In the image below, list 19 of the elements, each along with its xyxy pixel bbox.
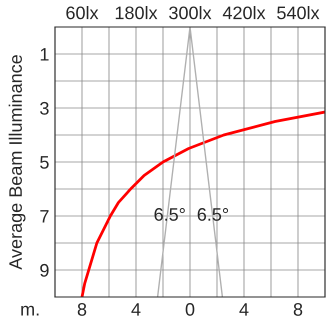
x-tick-label: 8 bbox=[78, 303, 86, 316]
x2-tick-label: 540lx bbox=[277, 6, 320, 20]
x2-tick-label: 180lx bbox=[116, 6, 158, 20]
x-tick-label: 4 bbox=[239, 303, 248, 316]
x2-tick-label: 300lx bbox=[169, 6, 212, 20]
x-axis-title: m. bbox=[21, 306, 39, 316]
y-axis-title: Average Beam Illuminance bbox=[8, 55, 26, 270]
annotation: 6.5° bbox=[198, 208, 228, 221]
y-tick-label: 9 bbox=[40, 264, 49, 277]
x-tick-label: 8 bbox=[294, 303, 302, 316]
annotation: 6.5° bbox=[154, 208, 185, 221]
x-tick-label: 0 bbox=[186, 303, 194, 316]
y-tick-label: 3 bbox=[40, 102, 49, 115]
x2-tick-label: 420lx bbox=[222, 6, 266, 20]
y-tick-label: 5 bbox=[40, 156, 49, 169]
x-tick-label: 4 bbox=[131, 303, 140, 316]
y-tick-label: 1 bbox=[40, 48, 49, 61]
y-tick-label: 7 bbox=[40, 210, 49, 223]
x2-tick-label: 60lx bbox=[66, 6, 98, 20]
